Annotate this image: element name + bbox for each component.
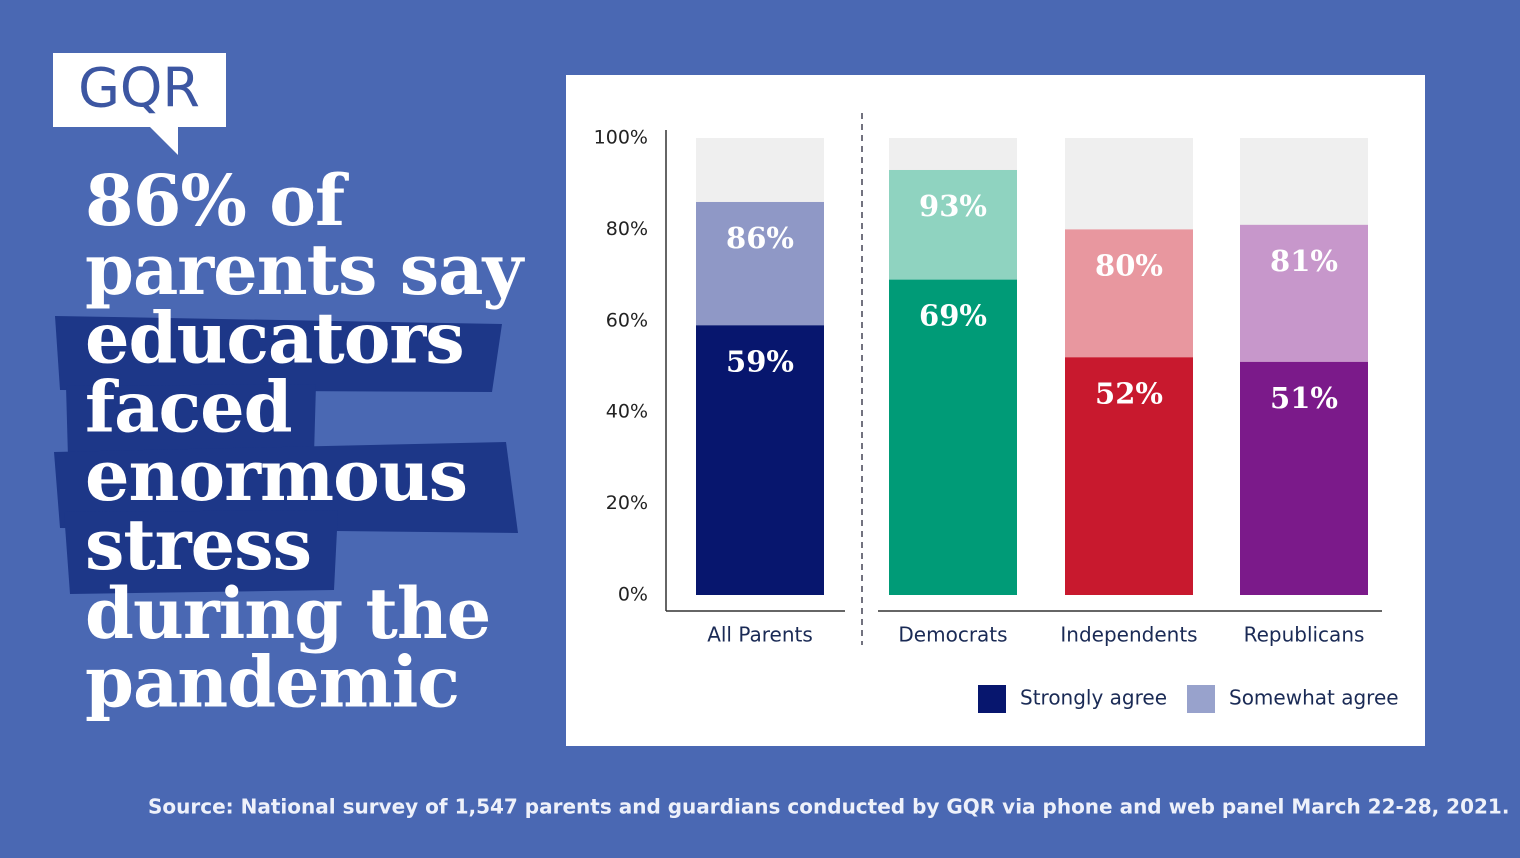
headline-line: 86% of: [85, 159, 349, 242]
value-label: 59%: [726, 344, 794, 378]
bar: [889, 279, 1017, 595]
headline-line: educators: [85, 297, 464, 380]
x-tick-label: Democrats: [898, 623, 1007, 647]
x-tick-label: All Parents: [707, 623, 813, 647]
y-tick-label: 80%: [606, 218, 648, 240]
legend-label: Somewhat agree: [1229, 686, 1399, 710]
value-label: 52%: [1095, 376, 1163, 410]
headline-line: stress: [85, 503, 311, 586]
value-label: 69%: [919, 299, 987, 333]
bar: [1240, 361, 1368, 595]
legend-swatch: [978, 685, 1006, 713]
value-label: 51%: [1270, 381, 1338, 415]
value-label: 93%: [919, 189, 987, 223]
bar: [696, 325, 824, 595]
y-tick-label: 40%: [606, 401, 648, 423]
bar: [1065, 357, 1193, 595]
value-label: 86%: [726, 221, 794, 255]
legend-swatch: [1187, 685, 1215, 713]
source: Source: National survey of 1,547 parents…: [148, 795, 1509, 819]
headline-line: during the: [85, 572, 490, 655]
y-tick-label: 60%: [606, 309, 648, 331]
value-label: 80%: [1095, 248, 1163, 282]
value-label: 81%: [1270, 244, 1338, 278]
highlight: [54, 442, 518, 533]
y-tick-label: 100%: [594, 127, 648, 149]
x-tick-label: Republicans: [1244, 623, 1365, 647]
headline-line: parents say: [85, 228, 525, 311]
logo-box: [53, 53, 226, 155]
y-tick-label: 20%: [606, 492, 648, 514]
headline-line: pandemic: [85, 641, 459, 724]
logo: GQR: [78, 57, 200, 120]
highlight: [64, 510, 338, 594]
highlight: [66, 384, 316, 458]
headline-line: faced: [85, 365, 292, 448]
x-tick-label: Independents: [1060, 623, 1197, 647]
legend-label: Strongly agree: [1020, 686, 1167, 710]
headline-line: enormous: [85, 434, 467, 517]
highlight: [55, 316, 502, 392]
plot: 0% 20% 40% 60% 80% 100% All Parents Democrats In…: [594, 127, 1399, 713]
y-tick-label: 0%: [618, 584, 648, 606]
